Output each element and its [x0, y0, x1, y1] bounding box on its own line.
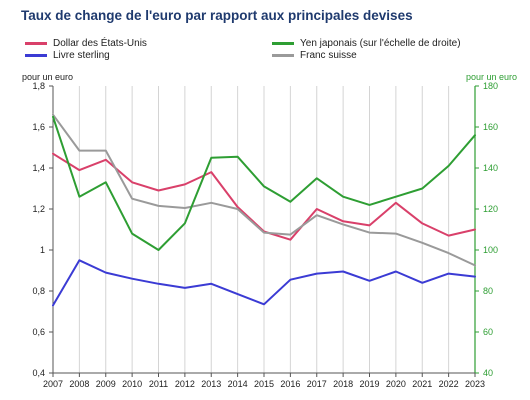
right-tick-label: 60: [483, 327, 493, 337]
legend-item-chf: Franc suisse: [272, 50, 357, 61]
legend-swatch-jpy: [272, 42, 294, 45]
left-tick-label: 1,8: [32, 81, 45, 91]
series-line-2: [52, 113, 476, 267]
legend-label-usd: Dollar des États-Unis: [53, 38, 147, 49]
x-tick-label-2010: 2010: [122, 379, 142, 389]
x-tick-label-2007: 2007: [43, 379, 63, 389]
right-axis-unit: pour un euro: [466, 72, 518, 82]
x-tick-label-2020: 2020: [386, 379, 406, 389]
right-tick-label: 80: [483, 286, 493, 296]
x-tick-label-2008: 2008: [69, 379, 89, 389]
right-tick-label: 100: [483, 245, 498, 255]
right-tick-label: 120: [483, 204, 498, 214]
legend-label-chf: Franc suisse: [300, 50, 357, 61]
left-tick-label: 0,6: [32, 327, 45, 337]
x-tick-label-2019: 2019: [359, 379, 379, 389]
x-tick-label-2022: 2022: [439, 379, 459, 389]
legend-swatch-chf: [272, 54, 294, 57]
left-tick-label: 0,4: [32, 368, 45, 378]
left-tick-label: 1,4: [32, 163, 45, 173]
legend-label-jpy: Yen japonais (sur l'échelle de droite): [300, 38, 461, 49]
x-tick-label-2011: 2011: [149, 379, 168, 389]
left-axis-unit: pour un euro: [22, 72, 74, 82]
x-tick-label-2021: 2021: [412, 379, 432, 389]
right-tick-label: 140: [483, 163, 498, 173]
x-tick-label-2013: 2013: [201, 379, 221, 389]
legend-swatch-usd: [25, 42, 47, 45]
legend-item-usd: Dollar des États-Unis: [25, 38, 147, 49]
left-tick-label: 1: [40, 245, 45, 255]
x-tick-label-2009: 2009: [96, 379, 116, 389]
legend-swatch-gbp: [25, 54, 47, 57]
x-tick-label-2017: 2017: [307, 379, 327, 389]
series-line-3: [52, 115, 476, 251]
legend-label-gbp: Livre sterling: [53, 50, 110, 61]
x-tick-label-2015: 2015: [254, 379, 274, 389]
x-tick-label-2023: 2023: [465, 379, 485, 389]
chart-title: Taux de change de l'euro par rapport aux…: [21, 8, 413, 23]
x-tick-label-2018: 2018: [333, 379, 353, 389]
x-tick-label-2014: 2014: [228, 379, 248, 389]
legend-item-jpy: Yen japonais (sur l'échelle de droite): [272, 38, 461, 49]
x-tick-label-2012: 2012: [175, 379, 195, 389]
left-tick-label: 0,8: [32, 286, 45, 296]
x-tick-label-2016: 2016: [280, 379, 300, 389]
right-tick-label: 40: [483, 368, 493, 378]
right-tick-label: 180: [483, 81, 498, 91]
right-tick-label: 160: [483, 122, 498, 132]
series-line-1: [52, 259, 476, 307]
legend-item-gbp: Livre sterling: [25, 50, 110, 61]
left-tick-label: 1,6: [32, 122, 45, 132]
left-tick-label: 1,2: [32, 204, 45, 214]
